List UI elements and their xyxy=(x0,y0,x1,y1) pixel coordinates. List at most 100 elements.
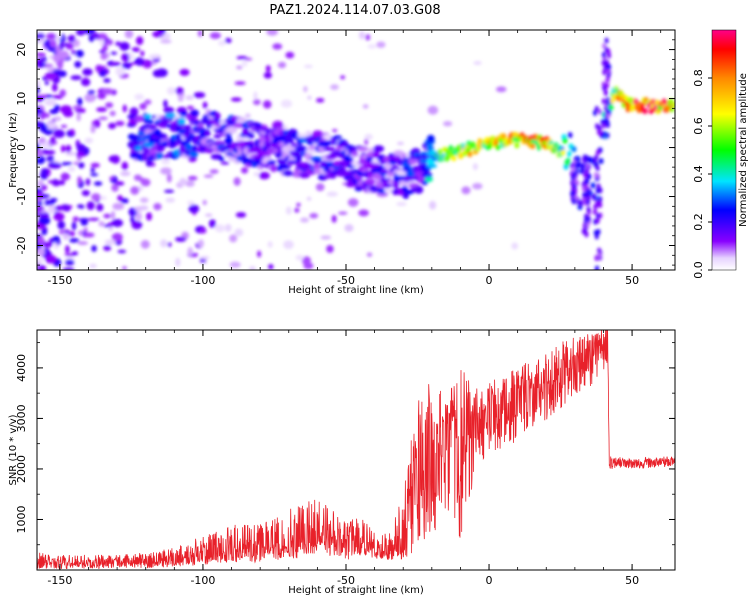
noise-blob xyxy=(359,31,365,40)
noise-blob xyxy=(187,200,195,206)
streak-blob xyxy=(598,108,603,115)
noise-blob xyxy=(160,167,172,175)
streak-blob xyxy=(607,108,612,115)
noise-blob xyxy=(90,124,96,134)
noise-blob xyxy=(130,186,140,195)
noise-blob xyxy=(90,162,100,168)
streak-blob xyxy=(583,226,588,233)
noise-blob xyxy=(60,145,66,153)
noise-blob xyxy=(47,205,56,214)
noise-blob xyxy=(511,242,519,250)
noise-blob xyxy=(148,54,160,58)
noise-blob xyxy=(285,206,292,215)
colorbar: 0.0 0.2 0.4 0.6 0.8 Normalized spectral ampl… xyxy=(692,29,749,279)
noise-blob xyxy=(472,163,478,171)
noise-blob xyxy=(96,107,108,112)
streak-blob xyxy=(586,206,591,213)
noise-blob xyxy=(267,241,273,248)
noise-blob xyxy=(203,174,214,178)
noise-blob xyxy=(58,50,70,60)
noise-blob xyxy=(283,240,294,250)
noise-blob xyxy=(161,159,171,165)
spectrogram-y-tick-label: 10 xyxy=(15,92,28,106)
spectrogram-y-tick-label: 0 xyxy=(15,144,28,151)
noise-blob xyxy=(166,87,176,95)
streak-blob xyxy=(586,156,591,163)
noise-blob xyxy=(160,239,168,248)
noise-blob xyxy=(396,201,407,206)
noise-blob xyxy=(167,242,172,247)
noise-blob xyxy=(144,99,152,105)
ridge-blob xyxy=(495,144,501,151)
noise-blob xyxy=(365,34,371,41)
noise-blob xyxy=(120,198,129,204)
spectrogram-y-label: Frequency (Hz) xyxy=(8,112,19,188)
noise-blob xyxy=(69,128,75,136)
noise-blob xyxy=(179,68,190,76)
noise-blob xyxy=(253,172,260,177)
noise-blob xyxy=(268,264,274,270)
noise-blob xyxy=(44,150,56,155)
ridge-blob xyxy=(393,150,405,156)
noise-blob xyxy=(151,162,156,167)
noise-blob xyxy=(193,91,206,99)
noise-blob xyxy=(146,212,153,221)
noise-blob xyxy=(296,202,301,207)
snr-x-tick-label: -150 xyxy=(47,574,72,587)
streak-blob xyxy=(595,217,600,224)
noise-blob xyxy=(175,236,187,242)
ridge-blob xyxy=(232,122,245,128)
noise-blob xyxy=(95,64,102,73)
snr-line xyxy=(37,330,675,570)
noise-blob xyxy=(224,223,232,232)
noise-blob xyxy=(75,49,84,58)
noise-blob xyxy=(38,94,48,98)
streak-blob xyxy=(594,276,598,282)
noise-blob xyxy=(277,61,287,69)
noise-blob xyxy=(37,33,45,39)
streak-blob xyxy=(594,105,599,112)
noise-blob xyxy=(73,161,79,165)
noise-blob xyxy=(37,200,43,206)
noise-blob xyxy=(244,113,251,119)
streak-blob xyxy=(601,51,606,58)
noise-blob xyxy=(119,41,130,51)
noise-blob xyxy=(70,75,82,81)
noise-blob xyxy=(217,40,226,46)
noise-blob xyxy=(240,167,249,174)
noise-blob xyxy=(38,137,46,145)
noise-blob xyxy=(266,30,278,36)
noise-blob xyxy=(263,71,273,79)
snr-y-tick-label: 2000 xyxy=(15,455,28,483)
noise-blob xyxy=(54,205,66,211)
noise-blob xyxy=(472,183,483,190)
noise-blob xyxy=(134,93,144,101)
streak-blob xyxy=(607,63,612,70)
streak-blob xyxy=(572,183,577,190)
noise-blob xyxy=(124,30,134,39)
streak-blob xyxy=(598,196,603,203)
ridge-blob xyxy=(562,137,568,144)
ridge-blob xyxy=(448,145,454,152)
noise-blob xyxy=(205,213,213,217)
snr-x-tick-label: 50 xyxy=(625,574,639,587)
noise-blob xyxy=(131,47,141,53)
noise-blob xyxy=(38,216,51,226)
streak-blob xyxy=(605,132,610,139)
streak-blob xyxy=(594,154,599,161)
noise-blob xyxy=(77,176,82,185)
ridge-blob xyxy=(295,154,302,163)
colorbar-tick-label: 0.2 xyxy=(692,213,705,231)
ridge-blob xyxy=(218,156,225,162)
noise-blob xyxy=(163,106,175,114)
noise-blob xyxy=(85,178,91,186)
noise-blob xyxy=(37,192,43,198)
ridge-blob xyxy=(155,144,165,152)
streak-blob xyxy=(595,265,600,270)
noise-blob xyxy=(208,219,216,228)
noise-blob xyxy=(46,33,57,40)
noise-blob xyxy=(159,39,172,44)
streak-blob xyxy=(585,178,590,185)
noise-blob xyxy=(37,63,47,67)
